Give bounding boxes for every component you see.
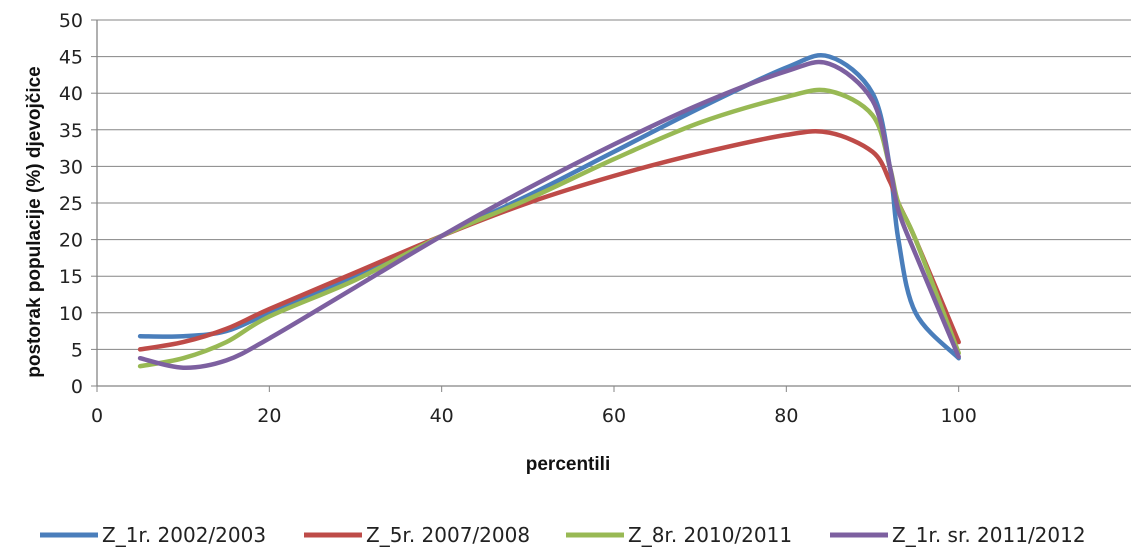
series-line — [137, 87, 961, 369]
x-tick-label: 0 — [91, 405, 103, 427]
legend-label: Z_1r. sr. 2011/2012 — [892, 523, 1086, 547]
y-tick-label: 5 — [71, 339, 83, 361]
legend-label: Z_1r. 2002/2003 — [102, 523, 266, 547]
legend-label: Z_5r. 2007/2008 — [366, 523, 530, 547]
x-tick-label: 100 — [941, 405, 977, 427]
y-tick-label: 15 — [59, 266, 83, 288]
legend-label: Z_8r. 2010/2011 — [628, 523, 792, 547]
y-tick-label: 10 — [59, 303, 83, 325]
y-tick-label: 40 — [59, 83, 83, 105]
x-tick-label: 40 — [430, 405, 454, 427]
x-tick-label: 80 — [774, 405, 798, 427]
y-tick-label: 35 — [59, 120, 83, 142]
x-tick-label: 60 — [602, 405, 626, 427]
series-lines — [137, 53, 961, 370]
y-tick-labels: 0 5 10 15 20 25 30 35 40 45 50 — [59, 10, 83, 398]
y-axis-title: postorak populacije (%) djevojčice — [24, 66, 45, 377]
series-line — [137, 53, 961, 361]
y-tick-label: 50 — [59, 10, 83, 32]
series-line — [137, 59, 961, 370]
y-tick-label: 45 — [59, 47, 83, 69]
y-tick-label: 30 — [59, 156, 83, 178]
axes — [91, 19, 1131, 392]
x-tick-label: 20 — [257, 405, 281, 427]
y-tick-label: 20 — [59, 230, 83, 252]
grid-lines — [97, 19, 1131, 350]
legend: Z_1r. 2002/2003 Z_5r. 2007/2008 Z_8r. 2010… — [40, 523, 1086, 547]
y-tick-label: 0 — [71, 376, 83, 398]
x-tick-labels: 0 20 40 60 80 100 — [91, 405, 977, 427]
y-tick-label: 25 — [59, 193, 83, 215]
x-axis-title: percentili — [526, 454, 610, 475]
